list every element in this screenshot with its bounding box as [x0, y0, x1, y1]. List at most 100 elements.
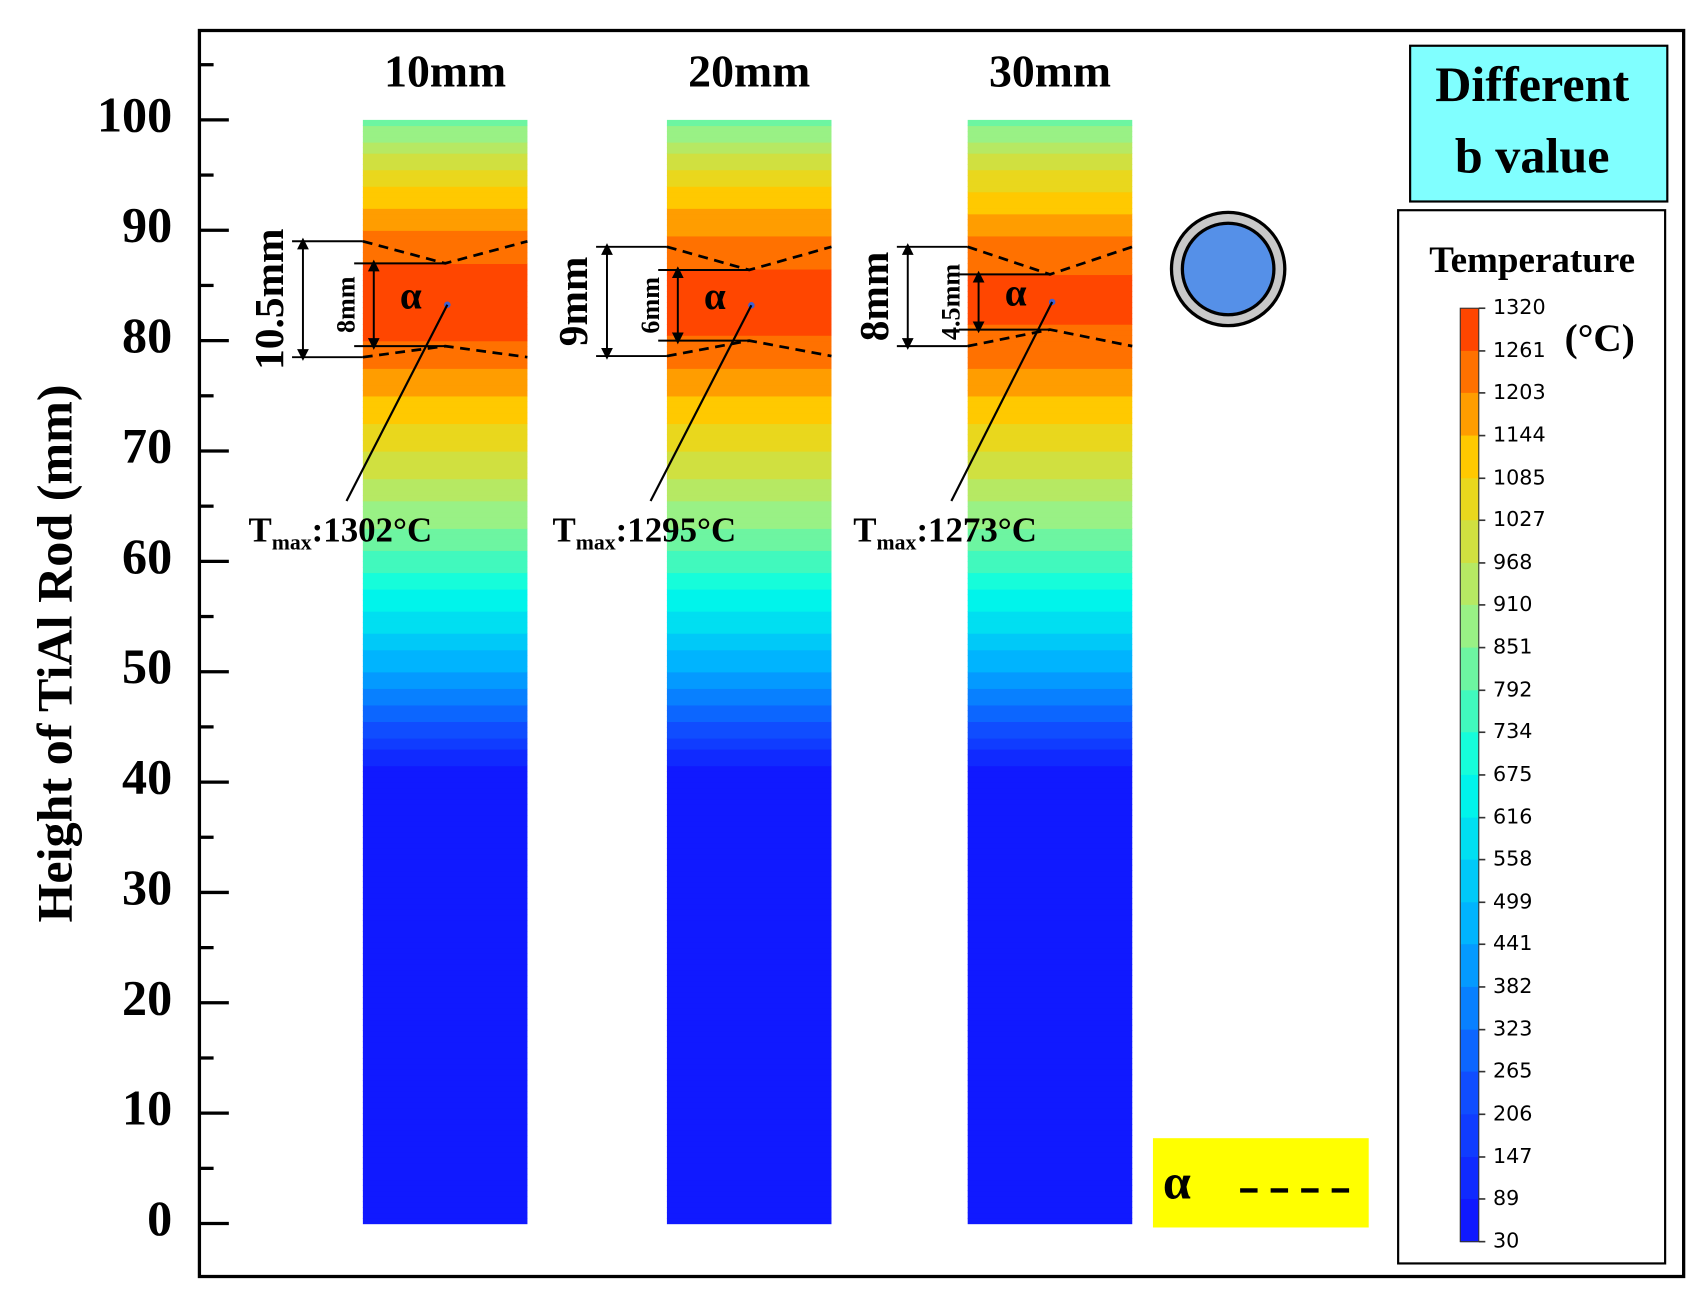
rod-band	[666, 1118, 832, 1125]
rod-band	[967, 428, 1133, 436]
rod-band	[362, 1035, 528, 1043]
rod-band	[967, 622, 1133, 629]
colorbar-step	[1460, 732, 1479, 776]
rod-band	[666, 1212, 832, 1219]
rod-band	[967, 208, 1133, 215]
rod-band	[666, 1168, 832, 1175]
rod-band	[967, 561, 1133, 568]
rod-band	[362, 793, 528, 800]
rod-name: 30mm	[989, 46, 1111, 97]
rod-band	[967, 1002, 1133, 1009]
rod-band	[666, 506, 832, 513]
rod-band	[967, 517, 1133, 524]
rod-band	[967, 1140, 1133, 1147]
rod-band	[362, 208, 528, 215]
rod-band	[362, 550, 528, 557]
rod-band	[666, 793, 832, 800]
tmax-text-part: max	[272, 531, 312, 555]
rod-band	[362, 517, 528, 524]
rod-band	[666, 539, 832, 546]
tmax-text-part: T	[553, 511, 576, 550]
rod-band	[666, 765, 832, 772]
rod-band	[362, 119, 528, 127]
colorbar-tick-label: 968	[1493, 550, 1533, 574]
rod-band	[666, 633, 832, 640]
rod-band	[967, 1195, 1133, 1203]
outer-width-label: 10.5mm	[246, 229, 292, 370]
rod-band	[666, 1080, 832, 1087]
rod-band	[362, 975, 528, 982]
rod-band	[362, 622, 528, 629]
rod-band	[666, 197, 832, 204]
rod-band	[362, 875, 528, 883]
rod-band	[362, 760, 528, 767]
rod-band	[967, 754, 1133, 761]
rod-band	[666, 682, 832, 689]
y-tick-label: 10	[122, 1080, 172, 1136]
tmax-leader	[950, 301, 1054, 502]
y-tick-label: 20	[122, 969, 172, 1025]
rod-band	[666, 445, 832, 452]
colorbar-tick-label: 851	[1493, 635, 1533, 659]
rod-band	[362, 594, 528, 601]
rod-band	[666, 980, 832, 987]
rod-band	[666, 1195, 832, 1203]
rod-band	[967, 743, 1133, 750]
rod-band	[362, 1002, 528, 1009]
rod-band	[666, 428, 832, 436]
rod-band	[967, 1184, 1133, 1192]
rod-band	[666, 743, 832, 750]
rod-band	[362, 379, 528, 386]
rod-band	[967, 1135, 1133, 1142]
rod-band	[666, 776, 832, 783]
rod-band	[967, 853, 1133, 860]
rod-band	[967, 914, 1133, 921]
rod-band	[967, 798, 1133, 805]
rod-band	[666, 892, 832, 899]
rod-band	[666, 263, 832, 270]
rod-band	[362, 842, 528, 849]
rod-band	[967, 1201, 1133, 1208]
colorbar-tick-label: 323	[1493, 1017, 1533, 1041]
rod-band	[967, 1091, 1133, 1098]
rod-band	[967, 351, 1133, 358]
rod-band	[967, 1218, 1133, 1225]
rod-band	[666, 290, 832, 298]
rod-band	[967, 771, 1133, 778]
rod-band	[666, 224, 832, 231]
colorbar-tick-label: 89	[1493, 1186, 1519, 1210]
colorbar-tick-label: 499	[1493, 889, 1533, 913]
rod-band	[362, 423, 528, 430]
rod-band	[967, 340, 1133, 347]
rod-band	[666, 1107, 832, 1114]
rod-band	[362, 484, 528, 491]
rod-band	[362, 908, 528, 916]
rod-band	[362, 1069, 528, 1076]
rod-band	[362, 279, 528, 287]
rod-band	[666, 357, 832, 364]
rod-band	[666, 760, 832, 767]
rod-band	[666, 1013, 832, 1021]
rod-band	[666, 495, 832, 502]
rod-band	[362, 577, 528, 585]
rod-band	[666, 655, 832, 662]
rod-band	[666, 561, 832, 568]
rod-band	[362, 158, 528, 165]
rod-band	[666, 550, 832, 557]
rod-band	[666, 611, 832, 618]
rod-band	[666, 1019, 832, 1026]
y-tick-label: 80	[122, 307, 172, 363]
rod-band	[666, 1046, 832, 1054]
rod-band	[967, 947, 1133, 954]
rod-band	[666, 748, 832, 756]
colorbar-step	[1460, 690, 1479, 733]
rod-band	[967, 1019, 1133, 1026]
rod-band	[362, 1218, 528, 1225]
rod-band	[967, 1179, 1133, 1186]
rod-band	[666, 230, 832, 237]
rod-band	[362, 616, 528, 623]
rod-band	[967, 997, 1133, 1004]
rod-band	[362, 611, 528, 618]
rod-band	[967, 550, 1133, 557]
rod-band	[362, 290, 528, 298]
